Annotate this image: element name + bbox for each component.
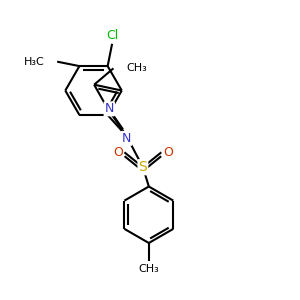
Text: O: O: [163, 146, 173, 159]
Text: N: N: [105, 102, 114, 116]
Text: N: N: [122, 132, 131, 145]
Text: Cl: Cl: [106, 29, 118, 42]
Text: S: S: [139, 160, 147, 174]
Text: H₃C: H₃C: [24, 57, 45, 67]
Text: CH₃: CH₃: [126, 63, 147, 73]
Text: CH₃: CH₃: [139, 264, 159, 274]
Text: O: O: [113, 146, 123, 159]
